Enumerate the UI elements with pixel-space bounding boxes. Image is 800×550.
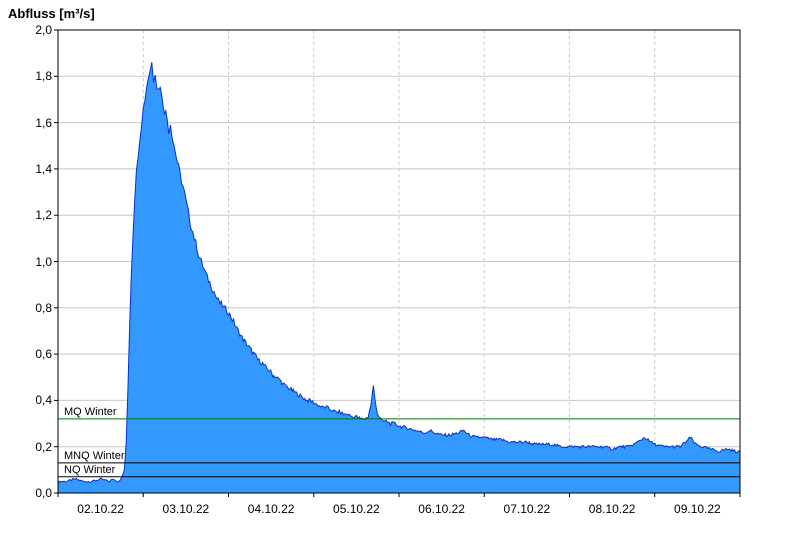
y-tick-label: 1,0: [35, 254, 52, 269]
y-tick-label: 0,0: [35, 486, 52, 500]
y-tick-label: 0,6: [35, 347, 52, 362]
y-tick-label: 1,6: [35, 115, 52, 130]
x-tick-label: 09.10.22: [674, 502, 721, 516]
x-tick-label: 04.10.22: [247, 502, 295, 516]
y-tick-label: 0,4: [35, 393, 52, 408]
x-tick-label: 06.10.22: [418, 502, 465, 516]
ref-line-label-nq-winter: NQ Winter: [64, 463, 116, 476]
x-tick-label: 05.10.22: [333, 502, 380, 516]
y-tick-label: 1,2: [35, 208, 52, 223]
y-tick-label: 1,4: [35, 161, 52, 176]
x-tick-label: 07.10.22: [503, 502, 551, 516]
ref-line-label-mnq-winter: MNQ Winter: [64, 449, 125, 462]
x-tick-label: 03.10.22: [162, 502, 210, 516]
y-tick-label: 0,8: [35, 300, 52, 315]
ref-line-label-mq-winter: MQ Winter: [64, 405, 117, 418]
y-tick-label: 2,0: [35, 23, 52, 37]
x-tick-label: 08.10.22: [588, 502, 636, 516]
chart-title: Abfluss [m³/s]: [8, 6, 95, 21]
y-tick-label: 0,2: [35, 439, 52, 454]
y-tick-label: 1,8: [35, 69, 52, 84]
x-tick-label: 02.10.22: [77, 502, 124, 516]
